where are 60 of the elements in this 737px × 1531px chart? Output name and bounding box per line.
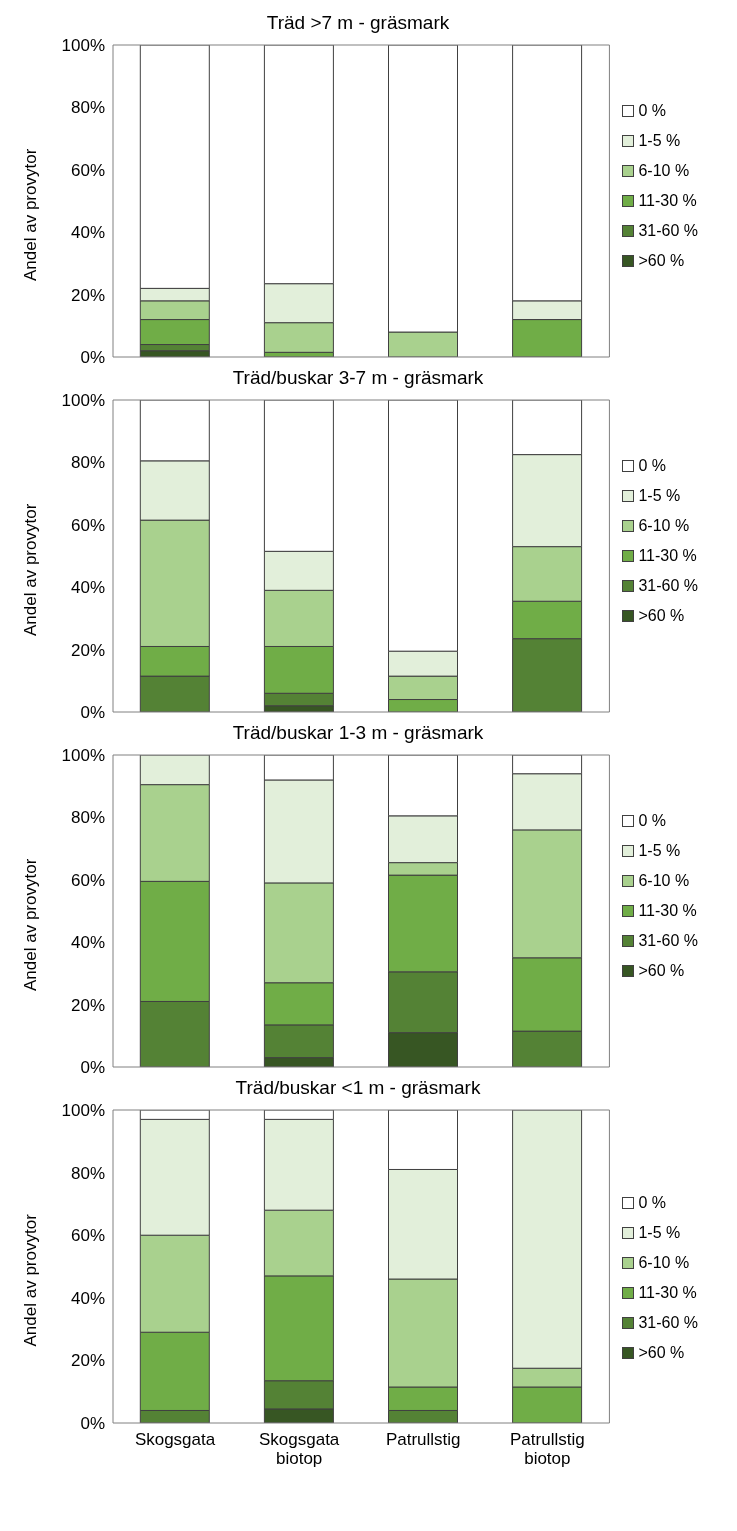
legend-label: 0 % (638, 810, 666, 831)
chart-title: Träd/buskar 3-7 m - gräsmark (231, 367, 485, 389)
y-tick-label: 80% (70, 1163, 105, 1183)
y-axis-title: Andel av provytor (21, 1213, 41, 1347)
y-tick-label: 40% (70, 578, 105, 598)
y-tick-label: 80% (70, 453, 105, 473)
y-tick-label: 20% (70, 285, 105, 305)
x-tick-label: Patrullstig biotop (510, 1430, 585, 1468)
y-tick-label: 20% (70, 1351, 105, 1371)
legend-label: >60 % (638, 960, 685, 981)
legend-label: 31-60 % (638, 930, 698, 951)
legend-label: 31-60 % (638, 575, 698, 596)
x-tick-label: Skogsgata biotop (258, 1430, 340, 1468)
legend-label: 0 % (638, 100, 666, 121)
legend-label: 31-60 % (638, 220, 698, 241)
y-tick-label: 100% (61, 746, 105, 766)
y-tick-label: 60% (70, 1226, 105, 1246)
legend-label: 6-10 % (638, 870, 690, 891)
y-tick-label: 100% (61, 36, 105, 56)
legend-label: 11-30 % (638, 900, 697, 921)
chart-title: Träd/buskar 1-3 m - gräsmark (231, 722, 485, 744)
chart-title: Träd/buskar <1 m - gräsmark (234, 1077, 482, 1099)
legend-label: 6-10 % (638, 1253, 690, 1273)
y-tick-label: 0% (80, 703, 105, 723)
y-tick-label: 40% (70, 223, 105, 243)
legend-label: 0 % (638, 1193, 666, 1213)
y-axis-title: Andel av provytor (21, 148, 41, 281)
legend-label: >60 % (638, 1343, 685, 1363)
legend-label: 0 % (638, 455, 666, 476)
y-tick-label: 20% (70, 995, 105, 1015)
legend-label: 11-30 % (638, 545, 697, 566)
y-tick-label: 20% (70, 640, 105, 660)
y-axis-title: Andel av provytor (21, 858, 41, 991)
chart-title: Träd >7 m - gräsmark (265, 12, 451, 34)
legend-label: >60 % (638, 605, 685, 626)
y-tick-label: 80% (70, 808, 105, 828)
y-tick-label: 0% (80, 348, 105, 368)
legend-label: 31-60 % (638, 1313, 698, 1333)
x-tick-label: Patrullstig (385, 1430, 461, 1449)
y-tick-label: 100% (61, 1101, 105, 1121)
legend-label: >60 % (638, 250, 685, 271)
y-axis-title: Andel av provytor (21, 503, 41, 636)
legend-label: 1-5 % (638, 840, 681, 861)
legend-label: 6-10 % (638, 160, 690, 181)
y-tick-label: 40% (70, 933, 105, 953)
legend-label: 11-30 % (638, 1283, 697, 1303)
y-tick-label: 100% (61, 391, 105, 411)
legend-label: 1-5 % (638, 130, 681, 151)
y-tick-label: 60% (70, 515, 105, 535)
y-tick-label: 40% (70, 1288, 105, 1308)
y-tick-label: 0% (80, 1058, 105, 1078)
y-tick-label: 60% (70, 870, 105, 890)
y-tick-label: 80% (70, 98, 105, 118)
legend-label: 1-5 % (638, 485, 681, 506)
x-tick-label: Skogsgata (134, 1430, 216, 1449)
legend-label: 6-10 % (638, 515, 690, 536)
legend-label: 11-30 % (638, 190, 697, 211)
y-tick-label: 60% (70, 160, 105, 180)
legend-label: 1-5 % (638, 1223, 681, 1243)
y-tick-label: 0% (80, 1414, 105, 1434)
